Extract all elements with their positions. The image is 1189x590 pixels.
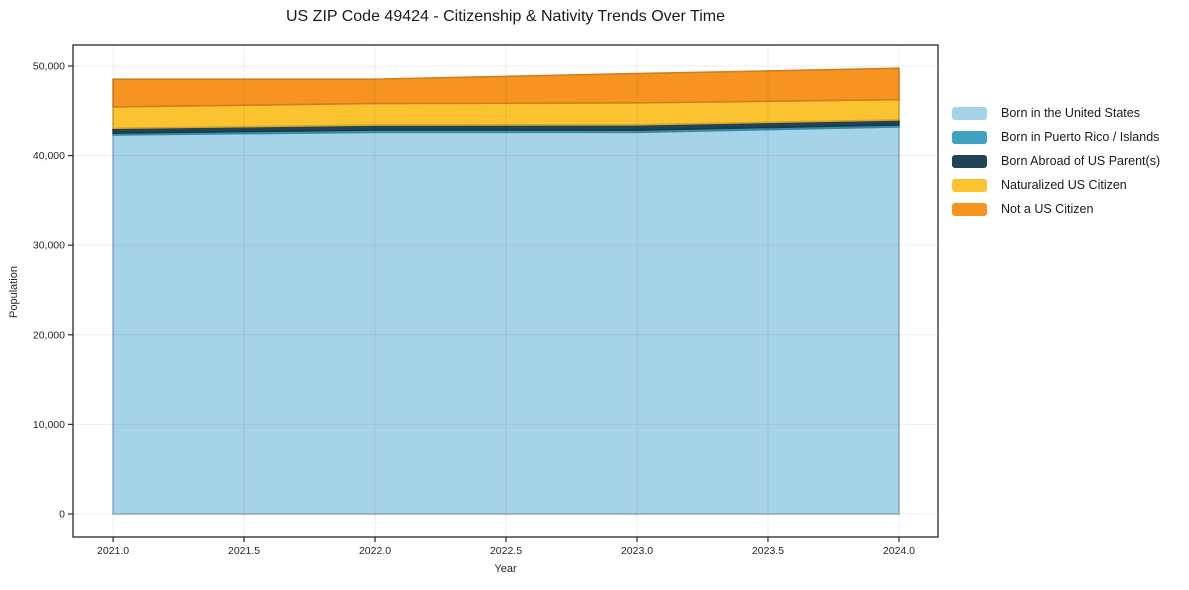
legend-swatch-icon bbox=[952, 202, 987, 216]
chart-title: US ZIP Code 49424 - Citizenship & Nativi… bbox=[286, 8, 725, 25]
legend-swatch-icon bbox=[952, 130, 987, 144]
legend-label: Born in the United States bbox=[1001, 106, 1140, 120]
legend-label: Born Abroad of US Parent(s) bbox=[1001, 154, 1161, 168]
y-tick-label: 0 bbox=[59, 508, 65, 520]
x-tick-label: 2023.0 bbox=[621, 545, 653, 557]
legend-swatch-icon bbox=[952, 178, 987, 192]
y-tick-label: 40,000 bbox=[33, 150, 65, 162]
x-tick-label: 2023.5 bbox=[752, 545, 784, 557]
legend-swatch-icon bbox=[952, 154, 987, 168]
x-tick-label: 2021.5 bbox=[228, 545, 260, 557]
legend-label: Naturalized US Citizen bbox=[1001, 178, 1127, 192]
y-tick-label: 20,000 bbox=[33, 329, 65, 341]
y-tick-label: 50,000 bbox=[33, 60, 65, 72]
x-tick-label: 2022.0 bbox=[359, 545, 391, 557]
y-tick-label: 30,000 bbox=[33, 240, 65, 252]
x-tick-label: 2021.0 bbox=[97, 545, 129, 557]
legend-item: Born Abroad of US Parent(s) bbox=[952, 149, 1160, 173]
y-tick-label: 10,000 bbox=[33, 419, 65, 431]
x-axis-label: Year bbox=[494, 563, 517, 575]
legend: Born in the United States Born in Puerto … bbox=[952, 101, 1160, 221]
legend-item: Naturalized US Citizen bbox=[952, 173, 1160, 197]
y-axis-label: Population bbox=[8, 266, 20, 318]
area-4 bbox=[112, 67, 900, 108]
x-tick-label: 2024.0 bbox=[883, 545, 915, 557]
legend-swatch-icon bbox=[952, 106, 987, 120]
legend-label: Born in Puerto Rico / Islands bbox=[1001, 130, 1160, 144]
x-tick-label: 2022.5 bbox=[490, 545, 522, 557]
legend-label: Not a US Citizen bbox=[1001, 202, 1094, 216]
legend-item: Not a US Citizen bbox=[952, 197, 1160, 221]
legend-item: Born in the United States bbox=[952, 101, 1160, 125]
legend-item: Born in Puerto Rico / Islands bbox=[952, 125, 1160, 149]
